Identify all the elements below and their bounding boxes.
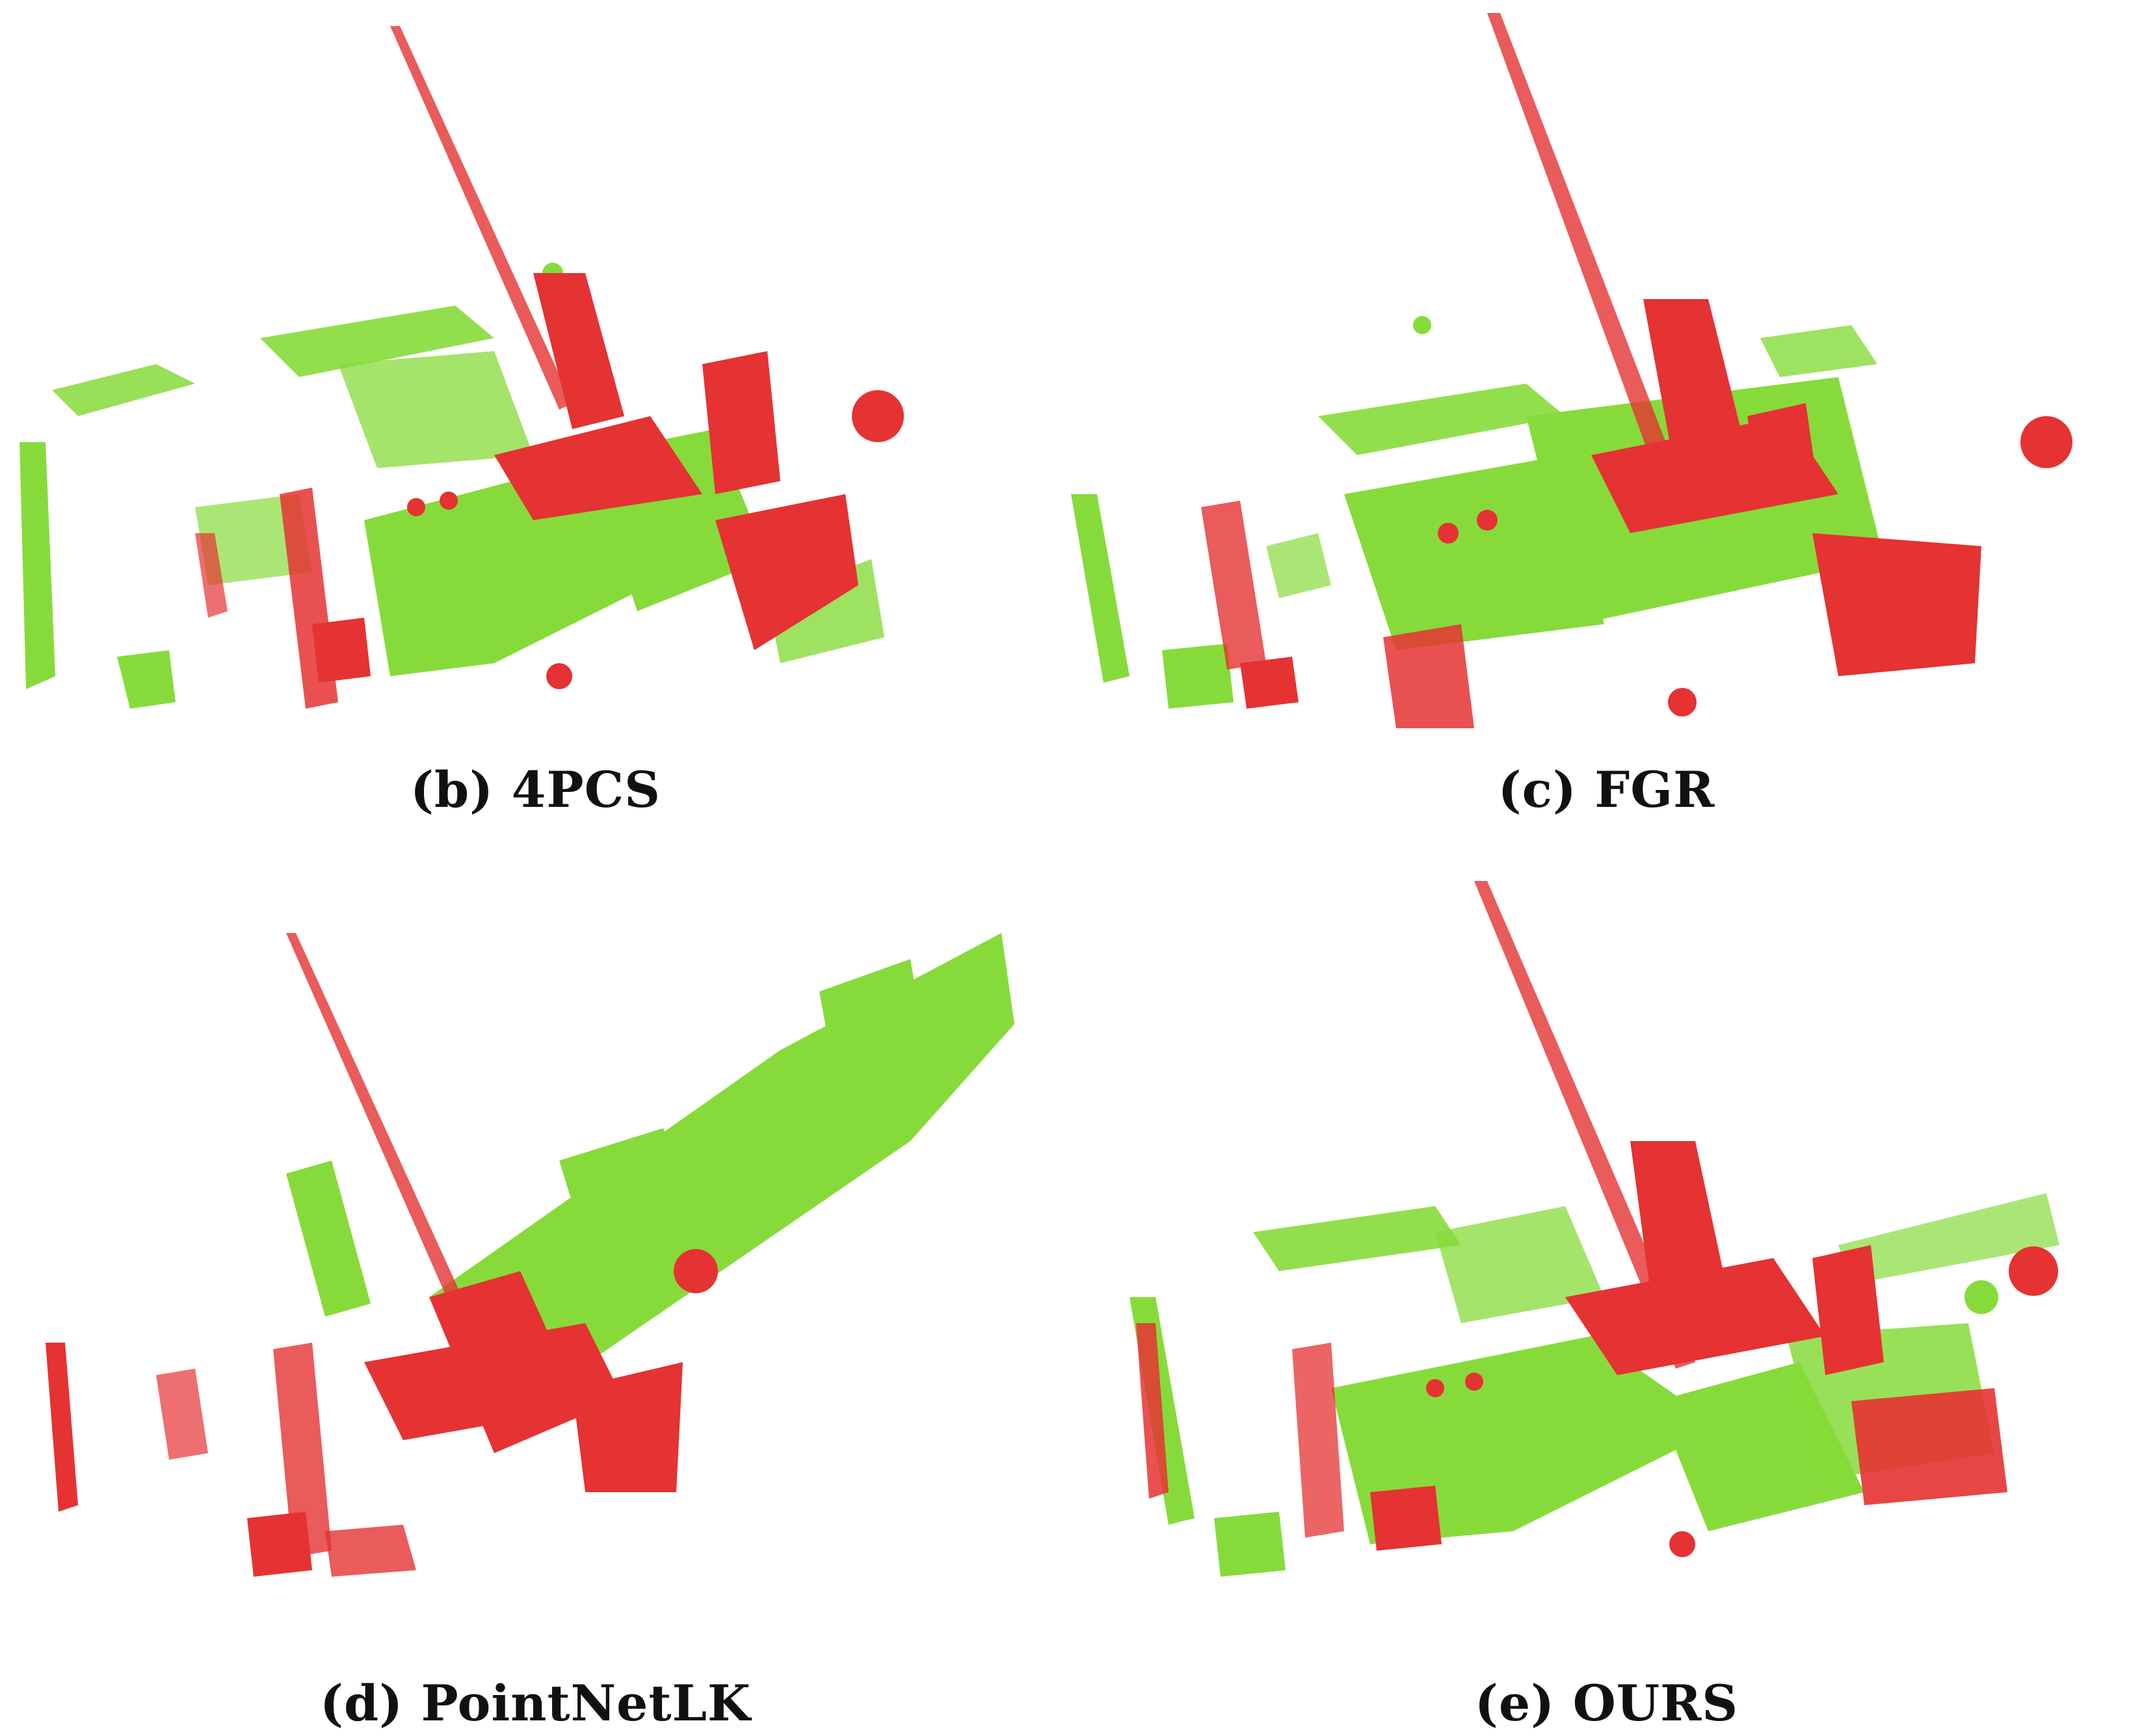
caption-fgr: (c) FGR <box>1498 761 1715 819</box>
point-cloud-fgr <box>1071 13 2072 728</box>
source-cloud-red <box>46 933 718 1577</box>
point-cloud-pointnetlk <box>46 933 1014 1577</box>
point-cloud-ours <box>1130 881 2059 1577</box>
target-cloud-green <box>286 933 1014 1427</box>
panel-pointnetlk: (d) PointNetLK <box>0 868 1071 1736</box>
caption-4pcs: (b) 4PCS <box>410 761 661 819</box>
target-cloud-green <box>1130 1193 2059 1577</box>
panel-fgr: (c) FGR <box>1071 0 2142 868</box>
caption-ours: (e) OURS <box>1474 1674 1739 1732</box>
point-cloud-4pcs <box>20 26 904 709</box>
source-cloud-red <box>195 26 904 709</box>
target-cloud-green <box>20 263 884 709</box>
panel-ours: (e) OURS <box>1071 868 2142 1736</box>
source-cloud-red <box>1136 881 2058 1557</box>
source-cloud-red <box>1201 13 2072 728</box>
caption-pointnetlk: (d) PointNetLK <box>320 1674 751 1732</box>
target-cloud-green <box>1071 316 1884 709</box>
panel-4pcs: (b) 4PCS <box>0 0 1071 868</box>
